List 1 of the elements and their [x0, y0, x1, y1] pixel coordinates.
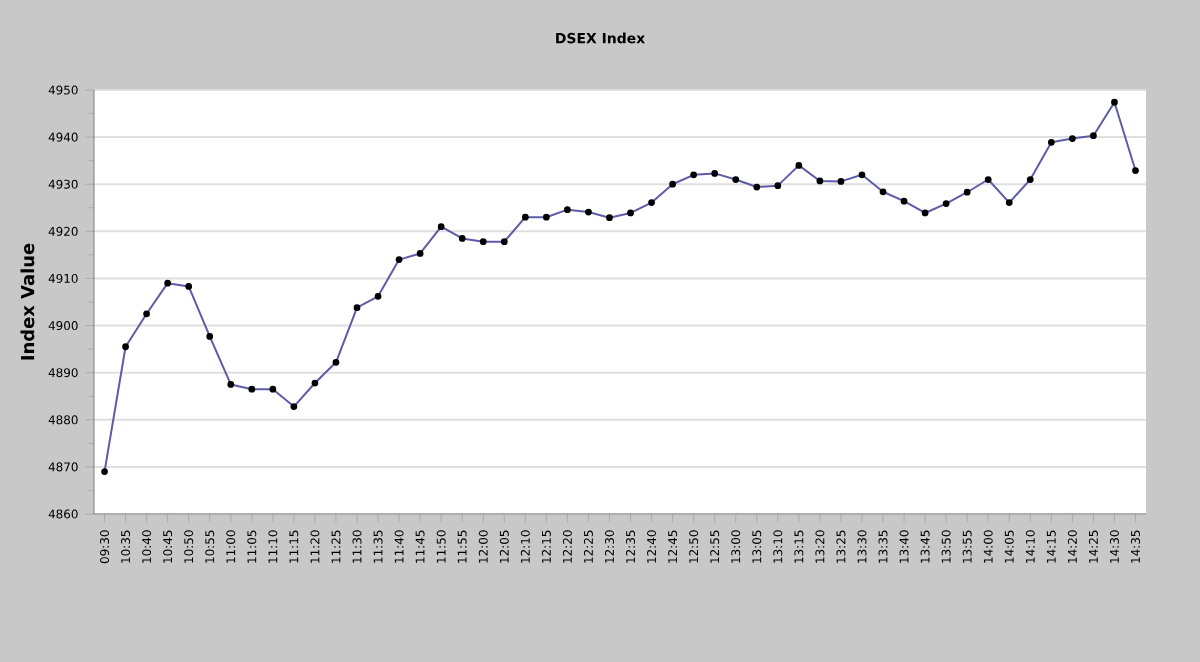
y-axis-title: Index Value: [20, 243, 35, 360]
